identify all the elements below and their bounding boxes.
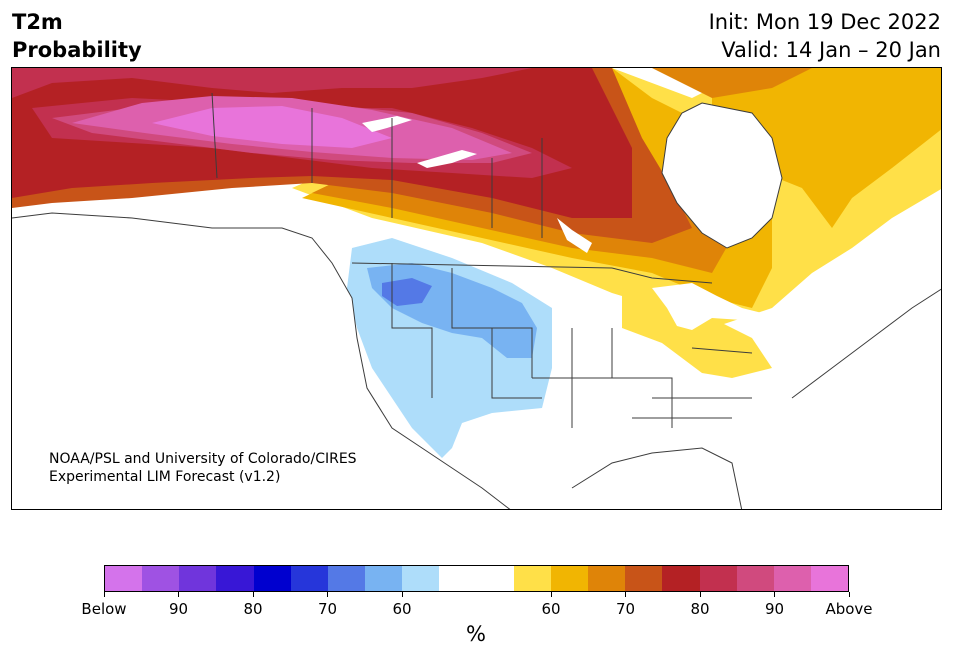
init-date: Init: Mon 19 Dec 2022 [708, 10, 941, 34]
colorbar-swatch [290, 566, 328, 591]
lake-winnipeg [557, 218, 592, 253]
great-lakes [652, 283, 762, 330]
colorbar-tick [774, 592, 775, 597]
map-panel [11, 67, 942, 510]
colorbar-tick-label: 90 [764, 600, 785, 618]
valid-dates: Valid: 14 Jan – 20 Jan [721, 38, 941, 62]
attribution-model: Experimental LIM Forecast (v1.2) [49, 469, 281, 485]
colorbar-tick [178, 592, 179, 597]
pacific-ocean [12, 213, 510, 509]
hudson-bay [662, 103, 782, 248]
colorbar-tick [103, 592, 105, 597]
colorbar-swatch [699, 566, 737, 591]
colorbar-swatch [105, 566, 143, 591]
region-above-peak [152, 106, 392, 148]
atlantic-ocean [762, 289, 941, 509]
colorbar-swatch [327, 566, 366, 591]
colorbar-swatch [179, 566, 217, 591]
colorbar-swatch [476, 566, 514, 591]
colorbar-swatch [810, 566, 849, 591]
colorbar-swatch [662, 566, 700, 591]
title-quantity: Probability [12, 38, 142, 62]
colorbar-swatch [736, 566, 774, 591]
gulf-of-mexico [572, 448, 742, 509]
colorbar-tick [848, 592, 850, 597]
attribution-org: NOAA/PSL and University of Colorado/CIRE… [49, 451, 357, 467]
colorbar-swatch [365, 566, 403, 591]
colorbar-tick-label: 80 [690, 600, 710, 618]
colorbar-tick-label: Below [81, 600, 127, 618]
colorbar-tick-label: 70 [317, 600, 338, 618]
probability-map [12, 68, 941, 509]
colorbar-tick [550, 592, 552, 597]
colorbar-tick-label: 80 [243, 600, 263, 618]
colorbar-tick [625, 592, 626, 597]
colorbar-swatch [513, 566, 551, 591]
colorbar-swatch [773, 566, 811, 591]
colorbar [104, 565, 849, 592]
colorbar-tick-label: 60 [541, 600, 561, 618]
colorbar-swatch [402, 566, 440, 591]
colorbar-swatch [588, 566, 626, 591]
colorbar-swatch [550, 566, 589, 591]
forecast-dates: Init: Mon 19 Dec 2022 Valid: 14 Jan – 20… [709, 8, 941, 64]
plot-title: T2m Probability [12, 8, 142, 64]
colorbar-tick-label: Above [825, 600, 873, 618]
title-variable: T2m [12, 10, 63, 34]
colorbar-swatch [216, 566, 254, 591]
region-below-80 [382, 278, 432, 306]
region-above-70-ne [712, 68, 941, 228]
colorbar-swatch [625, 566, 663, 591]
colorbar-tick [252, 592, 254, 597]
colorbar-swatch [439, 566, 477, 591]
great-bear-lake [362, 116, 412, 132]
colorbar-tick-label: 90 [168, 600, 189, 618]
colorbar-swatch [253, 566, 291, 591]
colorbar-swatch [142, 566, 180, 591]
colorbar-tick [401, 592, 403, 597]
attribution: NOAA/PSL and University of Colorado/CIRE… [49, 450, 357, 486]
colorbar-tick-label: 70 [615, 600, 636, 618]
colorbar-unit: % [466, 622, 486, 646]
region-above-80-n [652, 68, 812, 98]
region-above-60-east [622, 288, 772, 378]
colorbar-tick [327, 592, 328, 597]
boundaries [12, 92, 941, 509]
colorbar-tick-label: 60 [392, 600, 412, 618]
great-slave-lake [417, 150, 477, 168]
colorbar-tick [699, 592, 701, 597]
